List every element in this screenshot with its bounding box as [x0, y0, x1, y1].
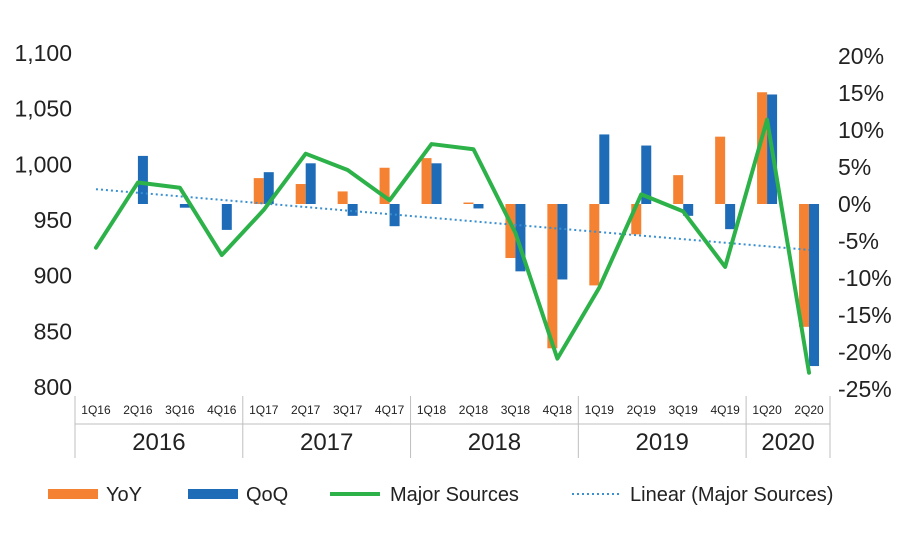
left-axis-ticks: 800 850 900 950 1,000 1,050 1,100 [14, 40, 72, 400]
left-tick-label: 1,100 [14, 40, 72, 66]
qoq-bar [557, 204, 568, 280]
qoq-bar [221, 204, 232, 230]
legend-item: Major Sources [330, 484, 519, 506]
legend: YoY QoQ Major Sources Linear (Major Sources… [48, 484, 833, 506]
yoy-bar [631, 204, 642, 235]
legend-item: QoQ [188, 484, 288, 506]
legend-label: Linear (Major Sources) [630, 484, 833, 506]
yoy-bar [715, 136, 726, 204]
qoq-legend-swatch [188, 489, 238, 499]
qoq-bar [305, 163, 316, 204]
category-label: 1Q20 [752, 403, 782, 417]
category-label: 2Q18 [459, 403, 489, 417]
category-label: 3Q16 [165, 403, 195, 417]
qoq-bar [137, 155, 148, 204]
right-tick-label: -15% [838, 302, 892, 328]
yoy-bar [757, 92, 768, 204]
year-label: 2018 [468, 429, 521, 456]
yoy-bar [799, 204, 810, 327]
category-label: 3Q18 [501, 403, 531, 417]
yoy-bar [589, 204, 600, 286]
yoy-legend-swatch [48, 489, 98, 499]
right-tick-label: -10% [838, 265, 892, 291]
yoy-bar [547, 204, 558, 349]
qoq-bar [515, 204, 526, 272]
category-label: 4Q18 [543, 403, 573, 417]
yoy-bar [673, 175, 684, 204]
left-tick-label: 1,000 [14, 151, 72, 177]
category-label: 1Q17 [249, 403, 279, 417]
left-tick-label: 1,050 [14, 96, 72, 122]
yoy-bar [337, 191, 348, 204]
category-label: 2Q16 [123, 403, 153, 417]
right-axis-ticks: -25% -20% -15% -10% -5% 0% 5% 10% 15% 20% [838, 43, 892, 402]
category-label: 2Q19 [627, 403, 657, 417]
year-label: 2020 [761, 429, 814, 456]
left-tick-label: 950 [34, 207, 72, 233]
legend-item: Linear (Major Sources) [572, 484, 833, 506]
legend-label: QoQ [246, 484, 288, 506]
year-label: 2017 [300, 429, 353, 456]
category-label: 2Q17 [291, 403, 321, 417]
category-label: 1Q19 [585, 403, 615, 417]
year-labels: 2016 2017 2018 2019 2020 [132, 429, 815, 456]
axes [74, 396, 831, 458]
qoq-bar [725, 204, 736, 230]
qoq-bar [683, 204, 694, 216]
right-tick-label: -25% [838, 376, 892, 402]
category-label: 2Q20 [794, 403, 824, 417]
category-label: 3Q17 [333, 403, 363, 417]
yoy-bar [463, 202, 474, 204]
right-tick-label: 10% [838, 117, 884, 143]
linear-trendline [95, 188, 810, 251]
yoy-bar [379, 167, 390, 204]
bars [137, 92, 820, 367]
qoq-bar [599, 134, 610, 204]
year-label: 2019 [636, 429, 689, 456]
category-label: 1Q16 [81, 403, 111, 417]
legend-label: Major Sources [390, 484, 519, 506]
right-tick-label: 20% [838, 43, 884, 69]
category-label: 4Q19 [710, 403, 740, 417]
qoq-bar [347, 204, 358, 216]
yoy-bar [295, 184, 306, 204]
yoy-bar [505, 204, 516, 259]
category-label: 4Q16 [207, 403, 237, 417]
category-labels: 1Q16 2Q16 3Q16 4Q16 1Q17 2Q17 3Q17 4Q17 1Q18 2Q18… [81, 403, 824, 417]
yoy-bar [253, 178, 264, 204]
right-tick-label: -5% [838, 228, 879, 254]
qoq-bar [431, 163, 442, 204]
major-sources-line [93, 117, 812, 375]
legend-item: YoY [48, 484, 142, 506]
right-tick-label: 5% [838, 154, 871, 180]
year-label: 2016 [132, 429, 185, 456]
left-tick-label: 850 [34, 318, 72, 344]
major-sources-line-path [93, 117, 812, 375]
category-label: 3Q19 [669, 403, 699, 417]
qoq-bar [389, 204, 400, 227]
right-tick-label: 15% [838, 80, 884, 106]
yoy-bar [421, 158, 432, 204]
legend-label: YoY [106, 484, 142, 506]
qoq-bar [179, 204, 190, 208]
right-tick-label: 0% [838, 191, 871, 217]
right-tick-label: -20% [838, 339, 892, 365]
category-label: 4Q17 [375, 403, 405, 417]
left-tick-label: 900 [34, 263, 72, 289]
qoq-bar [809, 204, 820, 367]
trendline [95, 188, 810, 251]
qoq-bar [263, 172, 274, 204]
qoq-bar [641, 145, 652, 204]
left-tick-label: 800 [34, 374, 72, 400]
category-label: 1Q18 [417, 403, 447, 417]
qoq-bar [473, 204, 484, 209]
